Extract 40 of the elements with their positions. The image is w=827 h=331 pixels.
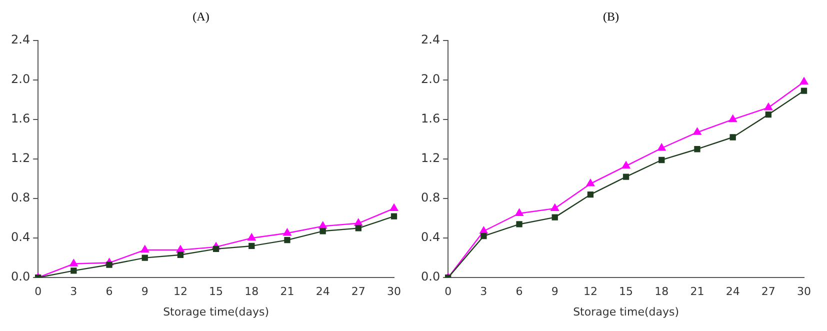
y-tick-label: 2.0 <box>10 72 30 86</box>
x-tick-label: 6 <box>106 285 113 298</box>
x-tick-label: 27 <box>351 285 366 298</box>
chart-title: (B) <box>603 9 619 24</box>
y-tick-label: 1.6 <box>10 112 30 126</box>
x-tick-label: 24 <box>726 285 740 298</box>
x-axis-title: Storage time(days) <box>163 305 270 318</box>
x-tick-label: 6 <box>516 285 523 298</box>
x-tick-label: 15 <box>619 285 634 298</box>
x-tick-label: 0 <box>444 285 452 298</box>
x-tick-label: 30 <box>387 285 401 298</box>
x-tick-label: 3 <box>70 285 78 298</box>
y-tick-label: 2.4 <box>420 32 440 47</box>
x-tick-label: 9 <box>551 285 558 298</box>
x-tick-label: 21 <box>280 285 294 298</box>
y-tick-label: 2.4 <box>10 32 30 47</box>
y-tick-label: 0.0 <box>420 270 440 284</box>
x-tick-label: 9 <box>141 285 148 298</box>
x-tick-label: 15 <box>209 285 224 298</box>
x-tick-label: 27 <box>761 285 776 298</box>
y-tick-label: 0.4 <box>10 230 30 244</box>
x-tick-label: 12 <box>583 285 598 298</box>
y-tick-label: 1.6 <box>420 112 440 126</box>
y-tick-label: 0.8 <box>420 190 440 205</box>
y-tick-label: 1.2 <box>420 151 440 166</box>
y-tick-label: 2.0 <box>420 72 440 86</box>
x-tick-label: 0 <box>34 285 42 298</box>
x-tick-label: 18 <box>654 285 669 298</box>
y-tick-label: 0.0 <box>10 270 30 284</box>
x-tick-label: 24 <box>316 285 330 298</box>
x-tick-label: 21 <box>690 285 704 298</box>
x-tick-label: 30 <box>797 285 811 298</box>
y-tick-label: 0.4 <box>420 230 440 244</box>
y-tick-label: 1.2 <box>10 151 30 166</box>
x-tick-label: 18 <box>244 285 259 298</box>
y-tick-label: 0.8 <box>10 190 30 205</box>
x-tick-label: 12 <box>173 285 188 298</box>
x-axis-title: Storage time(days) <box>573 305 680 318</box>
chart-title: (A) <box>192 9 210 24</box>
x-tick-label: 3 <box>480 285 488 298</box>
